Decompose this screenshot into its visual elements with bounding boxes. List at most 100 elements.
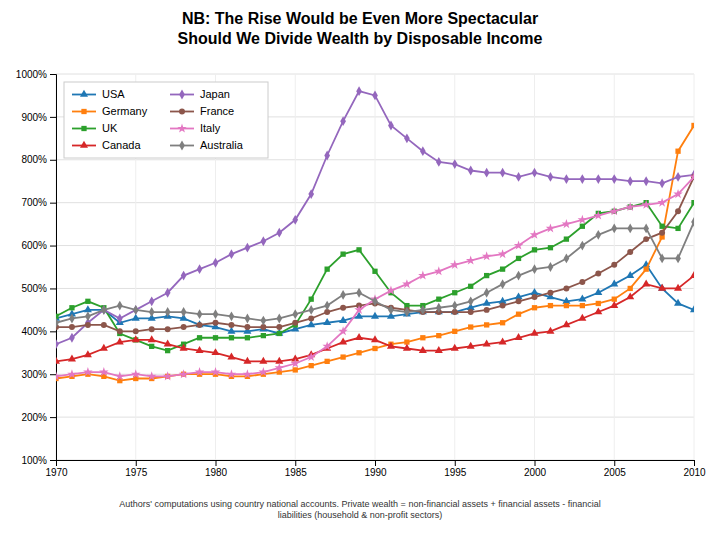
series-marker [213, 309, 219, 319]
x-tick: 1975 [125, 460, 148, 478]
x-tick-label: 1985 [285, 467, 308, 478]
series-marker [564, 303, 569, 308]
series-marker [403, 344, 411, 351]
series-marker [83, 367, 93, 376]
series-marker [131, 369, 141, 378]
series-marker [516, 271, 522, 281]
series-marker [181, 324, 187, 330]
legend-entry: USA [72, 88, 125, 100]
series-marker [149, 344, 154, 349]
series-marker [516, 256, 521, 261]
series-marker [149, 307, 155, 317]
series-marker [197, 335, 202, 340]
x-tick: 1970 [45, 460, 68, 478]
series-marker [546, 223, 556, 232]
series-marker [132, 314, 140, 321]
legend-label: UK [102, 122, 118, 134]
series-marker [675, 226, 680, 231]
series-marker [578, 215, 588, 224]
y-tick-label: 500% [21, 283, 47, 294]
series-marker [595, 270, 601, 276]
y-tick-mark [50, 160, 56, 161]
series [56, 260, 694, 336]
series-marker [306, 352, 316, 361]
series-marker [468, 309, 474, 315]
series-marker [562, 219, 572, 228]
series-marker [642, 280, 650, 287]
legend-label: Germany [102, 105, 148, 117]
series-marker [468, 296, 474, 306]
series-marker [99, 367, 109, 376]
grid-line-x [295, 74, 296, 460]
series-marker [356, 247, 361, 252]
series-marker [101, 305, 107, 315]
series-marker [372, 269, 377, 274]
chart: NB: The Rise Would be Even More Spectacu… [0, 0, 720, 540]
legend-symbol [179, 90, 185, 100]
series-marker [67, 369, 77, 378]
series-marker [275, 363, 285, 372]
series-marker [133, 305, 139, 315]
title: NB: The Rise Would be Even More Spectacu… [178, 10, 543, 47]
series-marker [245, 314, 251, 324]
series-marker [276, 228, 282, 238]
series-marker [101, 322, 107, 328]
series-marker [56, 318, 59, 328]
series-marker [674, 299, 682, 306]
series-marker [689, 172, 694, 181]
footnote-line: Authors' computations using country nati… [119, 499, 600, 509]
series-marker [197, 322, 203, 328]
y-tick-mark [50, 417, 56, 418]
series [56, 174, 694, 334]
y-tick-mark [50, 374, 56, 375]
series-marker [546, 327, 554, 334]
series-marker [626, 271, 634, 278]
series-marker [674, 284, 682, 291]
series-marker [325, 359, 330, 364]
series-marker [532, 168, 538, 178]
series-marker [292, 309, 298, 319]
series-marker [388, 305, 394, 315]
series-marker [261, 316, 267, 326]
series-marker [56, 357, 60, 364]
series-marker [371, 335, 379, 342]
legend-label: Australia [200, 139, 244, 151]
series-marker [356, 350, 361, 355]
y-tick-mark [50, 203, 56, 204]
series-marker [165, 326, 171, 332]
series-marker [340, 290, 346, 300]
y-tick-label: 400% [21, 326, 47, 337]
series-marker [657, 198, 667, 207]
series-marker [532, 264, 538, 274]
series-marker [532, 294, 538, 300]
series-marker [85, 299, 90, 304]
series-marker [293, 367, 298, 372]
series-marker [84, 350, 92, 357]
series-marker [117, 301, 123, 311]
series-marker [594, 307, 602, 314]
series-marker [229, 249, 235, 259]
series-marker [483, 299, 491, 306]
series-marker [323, 318, 331, 325]
series-marker [516, 172, 522, 182]
y-tick: 600% [21, 240, 56, 251]
series-marker [197, 309, 203, 319]
series-line [56, 203, 694, 351]
series-marker [69, 324, 75, 330]
series-marker [149, 296, 155, 306]
series-marker [165, 307, 171, 317]
y-tick-mark [50, 74, 56, 75]
grid-line-x [694, 74, 695, 460]
series [56, 217, 694, 328]
series-marker [244, 324, 250, 330]
series-marker [548, 262, 554, 272]
series-line [56, 125, 694, 380]
series-marker [308, 315, 314, 321]
series-marker [356, 86, 362, 96]
series [56, 172, 694, 380]
series-marker [372, 91, 378, 101]
series-marker [371, 312, 379, 319]
x-tick: 1985 [285, 460, 308, 478]
series-marker [611, 174, 617, 184]
series-marker [277, 331, 282, 336]
